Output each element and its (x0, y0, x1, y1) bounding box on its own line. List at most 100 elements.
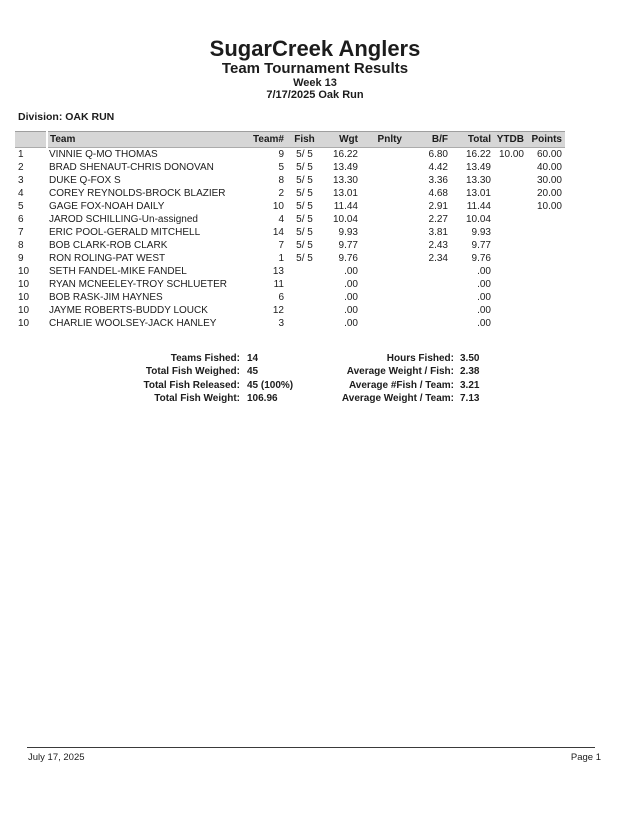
cell-points: 60.00 (536, 149, 562, 160)
cell-wgt: .00 (344, 279, 358, 290)
cell-team: BRAD SHENAUT-CHRIS DONOVAN (49, 162, 214, 173)
cell-pnlty (361, 265, 405, 278)
cell-points (527, 226, 565, 239)
cell-points (527, 239, 565, 252)
col-header-place (15, 131, 48, 148)
cell-wgt: 11.44 (333, 201, 358, 212)
page-subtitle: Team Tournament Results (221, 60, 409, 77)
table-row: 2 BRAD SHENAUT-CHRIS DONOVAN 5 5/ 5 13.49 4.4… (15, 161, 565, 174)
table-row: 9 RON ROLING-PAT WEST 1 5/ 5 9.76 2.34 9.76 (15, 252, 565, 265)
cell-bf: 2.91 (428, 201, 448, 212)
cell-team: BOB RASK-JIM HAYNES (49, 292, 163, 303)
footer-divider (27, 747, 595, 748)
cell-fish: 5/ 5 (296, 201, 313, 212)
cell-ytdb (494, 252, 527, 265)
cell-wgt: .00 (344, 292, 358, 303)
summary-label: Average Weight / Team: (341, 392, 454, 404)
summary-value: 14 (247, 353, 259, 364)
cell-pnlty (361, 161, 405, 174)
cell-points: 30.00 (536, 175, 562, 186)
summary-value: 45 (100%) (247, 379, 294, 391)
col-header-pnlty: Pnlty (361, 131, 405, 148)
cell-bf (405, 291, 451, 304)
cell-place: 7 (18, 227, 24, 238)
cell-team-no: 6 (278, 292, 284, 303)
cell-team-no: 12 (272, 305, 284, 316)
summary-value: 7.13 (460, 392, 480, 404)
summary-label: Total Fish Released: (143, 379, 240, 391)
cell-place: 4 (18, 188, 24, 199)
cell-team-no: 14 (272, 227, 284, 238)
results-body: 1 VINNIE Q-MO THOMAS 9 5/ 5 16.22 6.80 16.22 10… (15, 148, 565, 331)
summary-label: Total Fish Weight: (154, 392, 240, 404)
cell-fish (287, 278, 325, 291)
cell-team: COREY REYNOLDS-BROCK BLAZIER (49, 188, 226, 199)
cell-wgt: 13.30 (332, 175, 358, 186)
col-header-fish: Fish (287, 131, 325, 148)
cell-wgt: 13.01 (332, 188, 358, 199)
summary-value: 45 (247, 366, 259, 378)
cell-team-no: 10 (272, 201, 284, 212)
cell-points (527, 213, 565, 226)
cell-place: 10 (18, 292, 30, 303)
division-label: Division: OAK RUN (18, 111, 115, 123)
cell-bf: 6.80 (428, 149, 448, 160)
summary-label: Average #Fish / Team: (348, 379, 454, 391)
cell-bf (405, 317, 451, 330)
cell-place: 8 (18, 240, 24, 251)
cell-bf: 3.81 (428, 227, 448, 238)
cell-place: 10 (18, 266, 30, 277)
cell-pnlty (361, 187, 405, 200)
cell-bf: 2.34 (428, 253, 448, 264)
summary-row: Total Fish Released: 45 (100%) Average #Fi… (15, 379, 565, 392)
cell-bf (405, 265, 451, 278)
cell-place: 9 (18, 253, 24, 264)
cell-fish: 5/ 5 (296, 214, 313, 225)
cell-wgt: 9.77 (338, 240, 358, 251)
cell-team: RON ROLING-PAT WEST (49, 253, 166, 264)
footer-date: July 17, 2025 (28, 752, 85, 763)
cell-wgt: 9.76 (338, 253, 358, 264)
cell-total: .00 (477, 266, 491, 277)
cell-ytdb: 10.00 (498, 149, 524, 160)
cell-wgt: .00 (344, 318, 358, 329)
cell-place: 1 (18, 149, 24, 160)
col-header-bf: B/F (405, 131, 451, 148)
cell-pnlty (361, 174, 405, 187)
cell-wgt: 16.22 (332, 149, 358, 160)
cell-place: 10 (18, 318, 30, 329)
cell-fish: 5/ 5 (296, 175, 313, 186)
col-header-points: Points (527, 131, 565, 148)
cell-ytdb (494, 291, 527, 304)
cell-total: 13.49 (465, 162, 491, 173)
document-header: SugarCreek Anglers Team Tournament Resul… (0, 37, 630, 102)
table-row: 1 VINNIE Q-MO THOMAS 9 5/ 5 16.22 6.80 16.22 10… (15, 148, 565, 162)
cell-points (527, 304, 565, 317)
cell-wgt: .00 (344, 266, 358, 277)
cell-fish (287, 304, 325, 317)
table-row: 8 BOB CLARK-ROB CLARK 7 5/ 5 9.77 2.43 9.77 (15, 239, 565, 252)
cell-bf: 2.43 (428, 240, 448, 251)
page-title: SugarCreek Anglers (209, 36, 421, 61)
summary-label: Average Weight / Fish: (346, 366, 454, 378)
summary-row: Teams Fished: 14 Hours Fished: 3.50 (15, 352, 565, 365)
cell-total: 10.04 (465, 214, 491, 225)
cell-place: 2 (18, 162, 24, 173)
cell-team-no: 8 (278, 175, 284, 186)
cell-team-no: 7 (278, 240, 284, 251)
table-header-row: Team Team# Fish Wgt Pnlty B/F Total YTDB… (15, 131, 565, 148)
cell-place: 3 (18, 175, 24, 186)
cell-ytdb (494, 265, 527, 278)
cell-team: ERIC POOL-GERALD MITCHELL (49, 227, 201, 238)
cell-pnlty (361, 304, 405, 317)
week-label: Week 13 (293, 77, 337, 89)
cell-team-no: 2 (278, 188, 284, 199)
cell-total: 11.44 (466, 201, 491, 212)
cell-fish: 5/ 5 (296, 149, 313, 160)
table-row: 10 SETH FANDEL-MIKE FANDEL 13 .00 .00 (15, 265, 565, 278)
cell-team-no: 3 (278, 318, 284, 329)
event-label: 7/17/2025 Oak Run (266, 89, 364, 101)
cell-bf (405, 278, 451, 291)
table-row: 5 GAGE FOX-NOAH DAILY 10 5/ 5 11.44 2.91 11.44… (15, 200, 565, 213)
cell-total: .00 (477, 279, 491, 290)
